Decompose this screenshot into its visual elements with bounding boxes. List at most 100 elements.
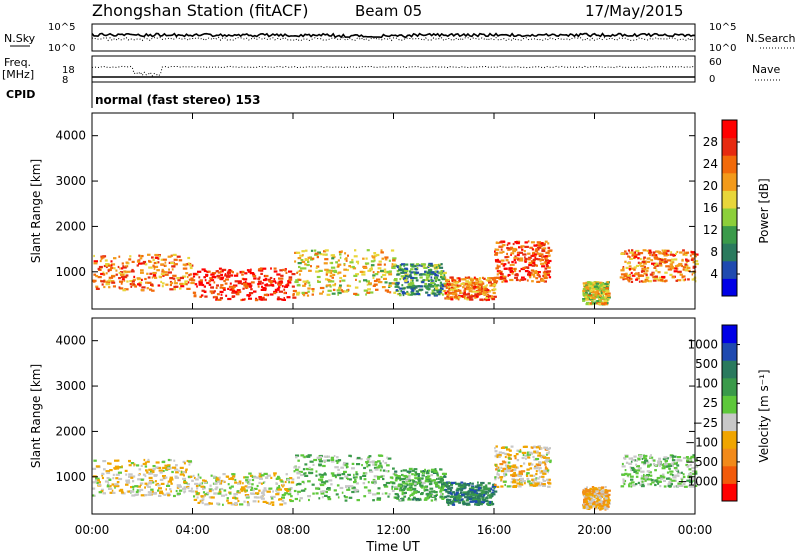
scatter-cell xyxy=(144,277,147,281)
scatter-cell xyxy=(593,301,597,304)
scatter-cell xyxy=(250,488,254,491)
scatter-cell xyxy=(185,468,188,471)
scatter-cell xyxy=(549,447,551,450)
scatter-cell xyxy=(279,498,283,501)
scatter-cell xyxy=(627,249,630,252)
scatter-cell xyxy=(483,291,488,294)
scatter-cell xyxy=(470,493,474,496)
scatter-cell xyxy=(378,281,383,284)
scatter-cell xyxy=(180,276,184,279)
scatter-cell xyxy=(589,503,592,506)
scatter-cell xyxy=(170,254,173,257)
scatter-cell xyxy=(399,265,402,268)
y-tick-label: 4000 xyxy=(55,334,86,348)
scatter-cell xyxy=(658,264,663,267)
scatter-cell xyxy=(201,501,204,505)
scatter-cell xyxy=(601,302,606,305)
scatter-cell xyxy=(126,270,131,273)
scatter-cell xyxy=(98,481,101,484)
scatter-cell xyxy=(588,504,591,507)
scatter-cell xyxy=(586,486,588,489)
scatter-cell xyxy=(234,481,237,484)
scatter-cell xyxy=(386,270,391,273)
scatter-cell xyxy=(224,274,228,277)
scatter-cell xyxy=(147,276,151,279)
scatter-cell xyxy=(308,471,310,474)
scatter-cell xyxy=(543,280,547,283)
scatter-cell xyxy=(157,484,161,487)
scatter-cell xyxy=(169,459,172,462)
scatter-cell xyxy=(426,496,430,499)
scatter-cell xyxy=(425,286,428,289)
scatter-cell xyxy=(280,274,284,277)
scatter-cell xyxy=(688,460,693,463)
scatter-cell xyxy=(522,445,527,448)
scatter-cell xyxy=(190,487,193,490)
scatter-cell xyxy=(173,263,176,266)
scatter-cell xyxy=(482,282,485,285)
scatter-cell xyxy=(474,293,478,296)
scatter-cell xyxy=(454,495,458,498)
scatter-cell xyxy=(147,485,151,488)
scatter-cell xyxy=(231,295,235,298)
scatter-cell xyxy=(95,285,99,288)
scatter-cell xyxy=(209,484,212,487)
scatter-cell xyxy=(441,277,444,280)
scatter-cell xyxy=(541,483,545,486)
scatter-cell xyxy=(633,455,637,458)
scatter-cell xyxy=(148,480,153,484)
scatter-cell xyxy=(132,278,136,281)
scatter-cell xyxy=(538,254,542,257)
scatter-cell xyxy=(646,267,650,270)
scatter-cell xyxy=(494,447,496,450)
scatter-cell xyxy=(152,264,155,267)
scatter-cell xyxy=(430,281,435,285)
scatter-cell xyxy=(118,466,123,469)
scatter-cell xyxy=(187,256,191,260)
scatter-cell xyxy=(444,292,448,295)
scatter-cell xyxy=(232,475,236,478)
scatter-cell xyxy=(355,278,357,281)
scatter-cell xyxy=(512,473,516,476)
scatter-cell xyxy=(140,483,142,486)
scatter-cell xyxy=(362,472,368,475)
scatter-cell xyxy=(494,483,497,486)
scatter-cell xyxy=(248,295,250,298)
scatter-cell xyxy=(178,259,183,262)
scatter-cell xyxy=(643,272,648,275)
scatter-cell xyxy=(296,476,300,479)
scatter-cell xyxy=(300,473,304,477)
scatter-cell xyxy=(295,468,299,471)
scatter-cell xyxy=(297,278,302,281)
scatter-cell xyxy=(111,275,116,278)
scatter-cell xyxy=(461,501,464,504)
scatter-cell xyxy=(684,263,688,266)
scatter-cell xyxy=(421,281,425,284)
scatter-cell xyxy=(260,272,263,275)
scatter-cell xyxy=(462,295,466,298)
scatter-cell xyxy=(337,459,342,462)
scatter-cell xyxy=(628,280,630,283)
scatter-cell xyxy=(290,495,293,498)
scatter-cell xyxy=(583,283,586,286)
scatter-cell xyxy=(591,486,595,489)
scatter-cell xyxy=(194,283,198,286)
scatter-cell xyxy=(125,274,129,277)
scatter-cell xyxy=(222,503,224,506)
scatter-cell xyxy=(158,275,161,278)
scatter-cell xyxy=(493,493,496,496)
scatter-cell xyxy=(209,502,213,505)
scatter-cell xyxy=(327,278,331,282)
scatter-cell xyxy=(337,496,340,499)
scatter-cell xyxy=(500,478,503,481)
scatter-cell xyxy=(537,243,541,246)
scatter-cell xyxy=(339,284,342,287)
scatter-cell xyxy=(103,285,106,289)
scatter-cell xyxy=(406,286,411,289)
scatter-cell xyxy=(199,279,203,282)
scatter-cell xyxy=(458,501,461,504)
scatter-cell xyxy=(445,279,449,283)
scatter-cell xyxy=(681,481,683,484)
scatter-cell xyxy=(352,486,356,489)
scatter-cell xyxy=(171,466,177,469)
